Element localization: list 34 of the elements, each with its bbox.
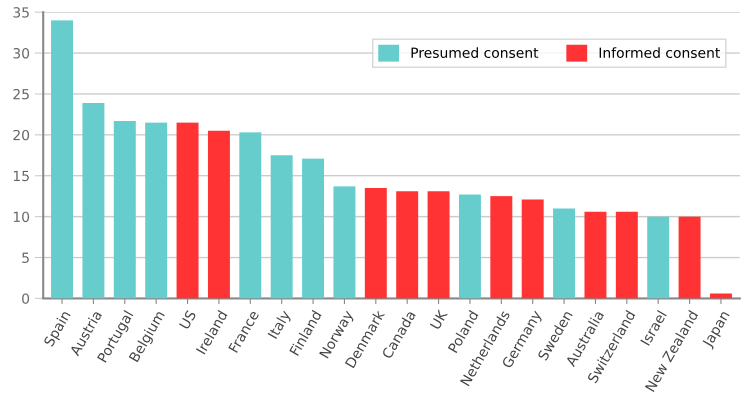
bar — [364, 188, 387, 298]
x-tick-label: US — [178, 310, 196, 330]
bar — [51, 20, 74, 298]
bar — [82, 102, 104, 298]
bar — [114, 120, 136, 298]
bar — [176, 122, 199, 298]
bar — [396, 191, 418, 298]
legend-label: Presumed consent — [412, 47, 538, 58]
bar — [490, 196, 512, 298]
bar — [208, 130, 230, 298]
y-tick-label: 0 — [22, 293, 30, 304]
bar — [239, 132, 262, 298]
bar — [616, 212, 638, 298]
y-tick-label: 5 — [22, 252, 29, 263]
y-tick-label: 10 — [14, 212, 30, 222]
bar — [553, 208, 576, 298]
bar — [678, 216, 701, 298]
y-tick-label: 25 — [13, 88, 29, 100]
y-tick-label: 20 — [13, 130, 30, 140]
bar — [302, 158, 324, 298]
y-tick-label: 35 — [13, 7, 29, 18]
y-tick-label: 15 — [14, 170, 29, 182]
bar — [270, 155, 293, 298]
bar — [710, 294, 732, 298]
bar — [458, 194, 481, 298]
bar — [647, 216, 670, 298]
bar — [145, 122, 168, 298]
bar — [428, 191, 450, 298]
x-tick-label: UK — [430, 308, 448, 330]
bar — [333, 186, 356, 298]
y-tick-label: 30 — [13, 48, 30, 59]
legend-label: Informed consent — [600, 47, 720, 58]
bar — [522, 199, 544, 298]
bar — [584, 212, 606, 298]
